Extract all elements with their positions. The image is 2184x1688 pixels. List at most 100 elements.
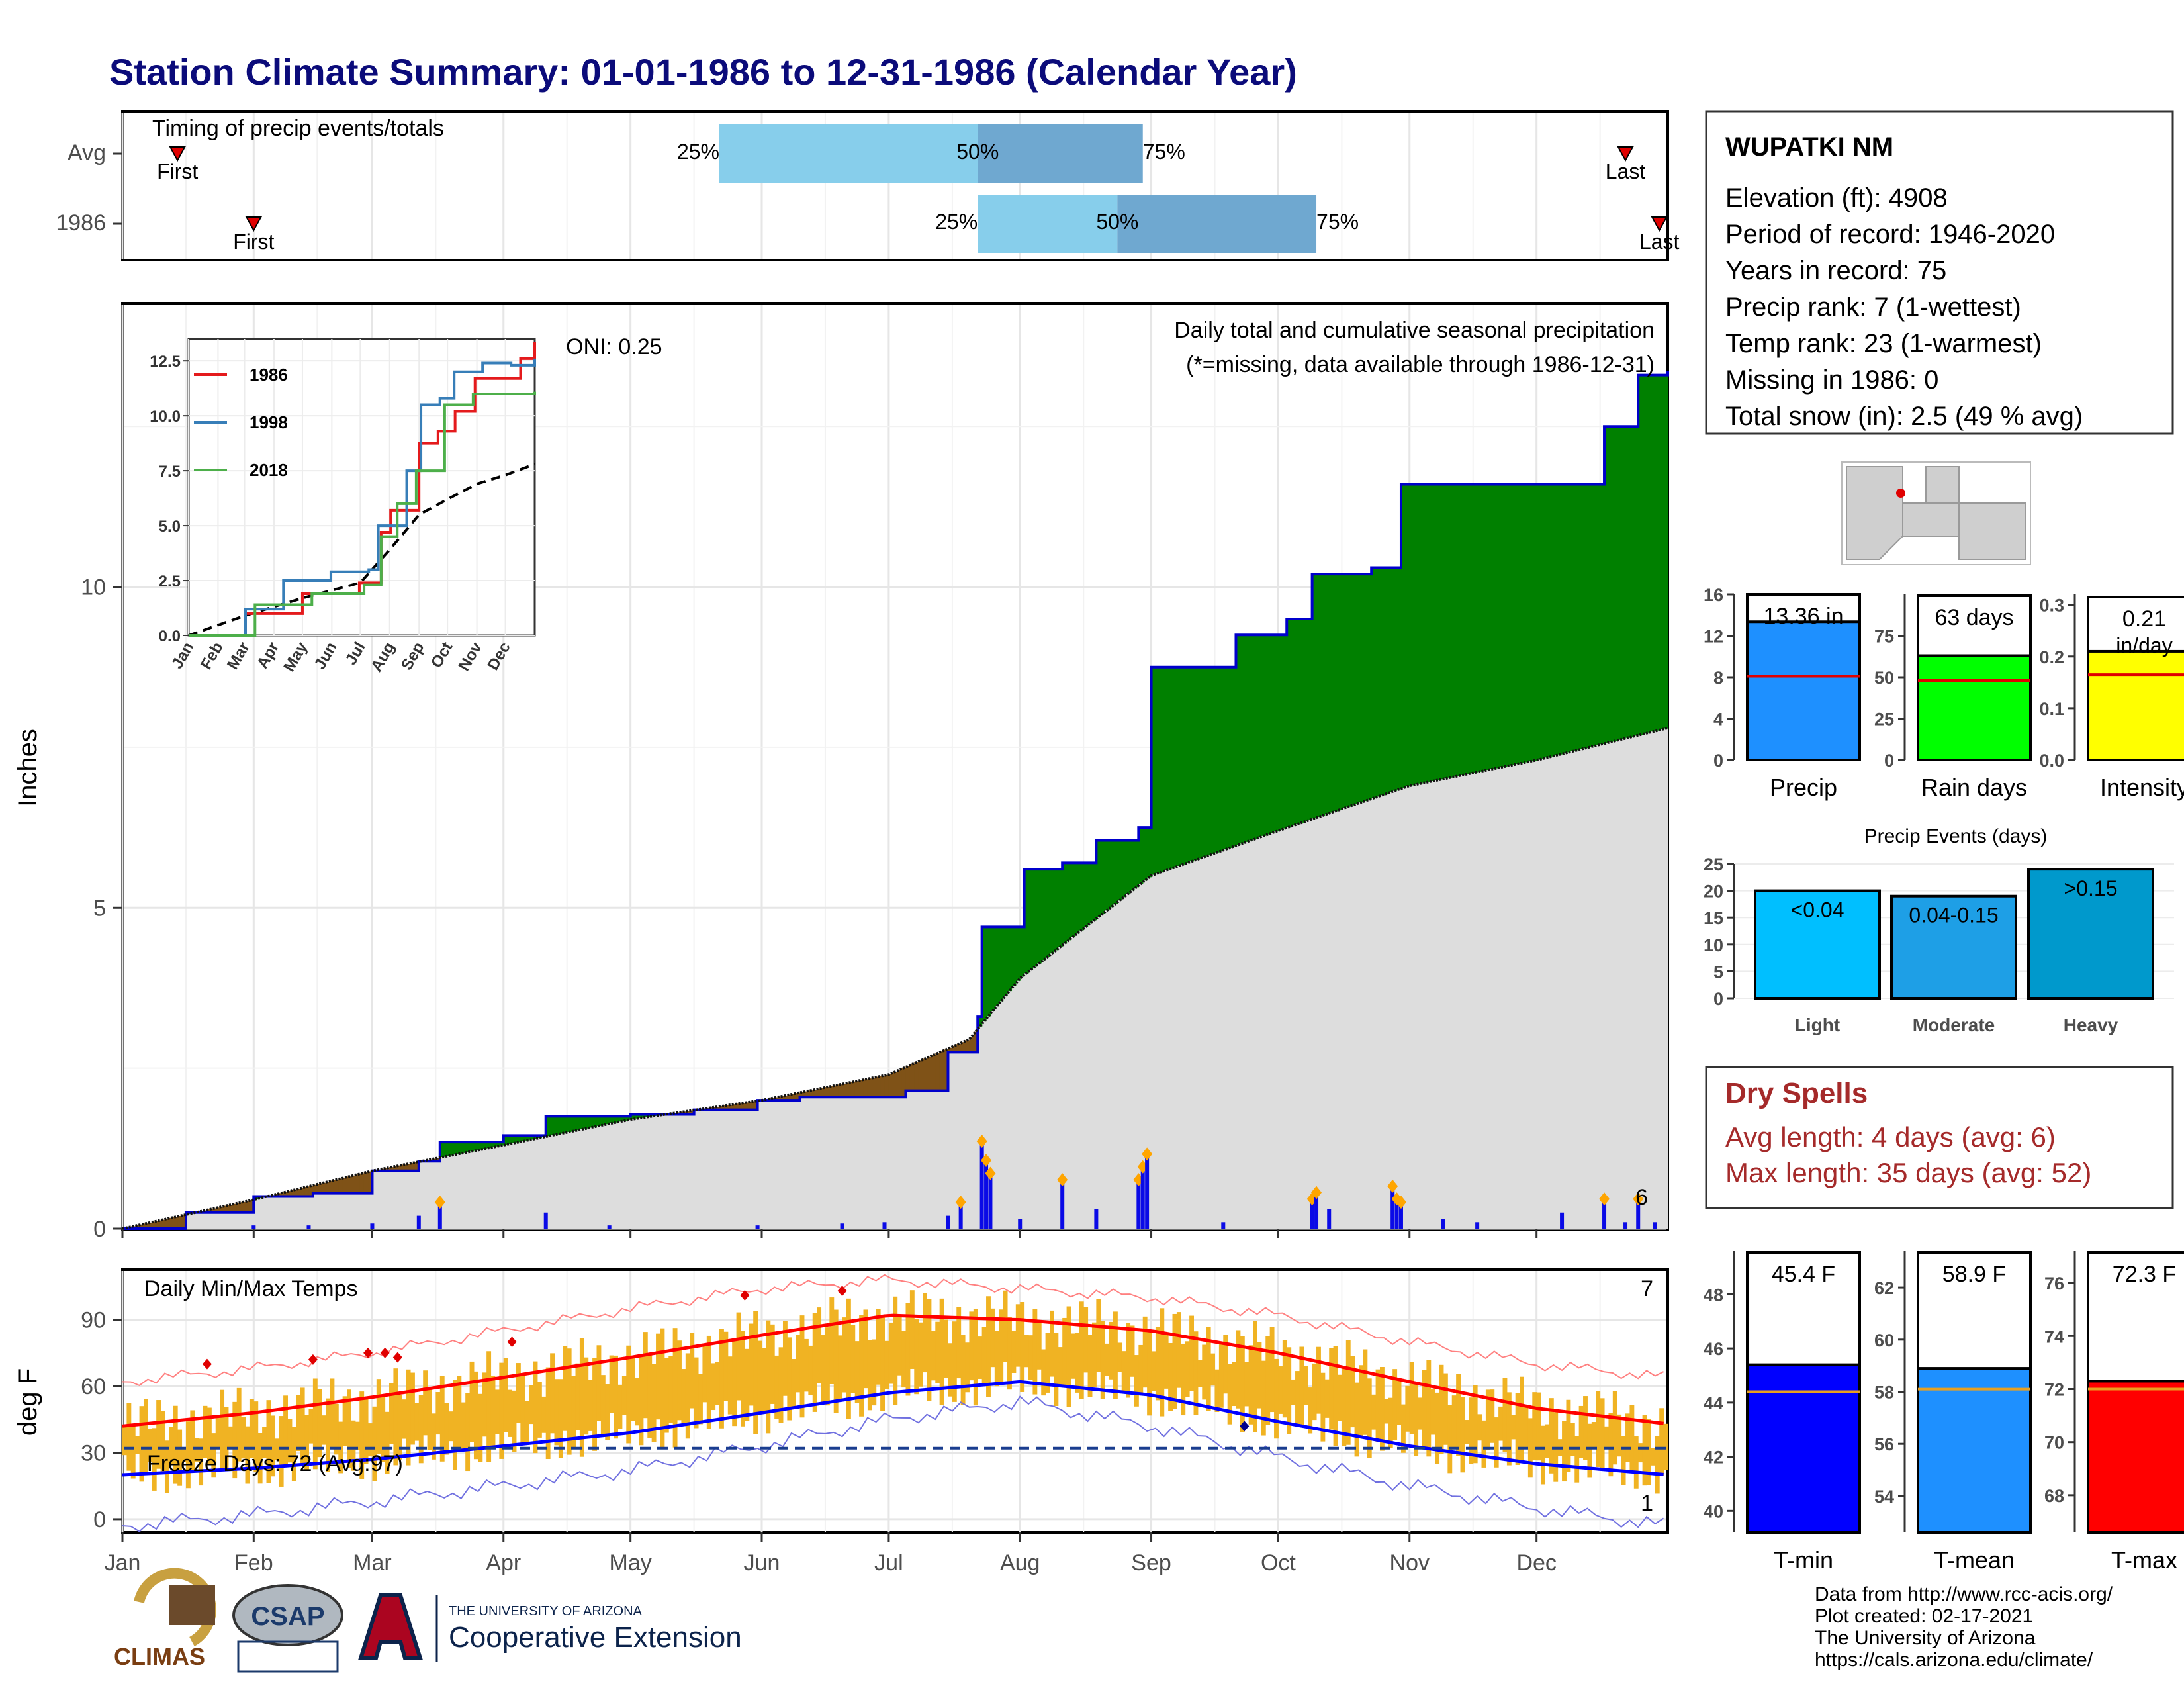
csap-logo-text: CSAP (251, 1602, 324, 1631)
cumulative-diff-day-200 (969, 1037, 974, 1053)
events-bar-heavy (2027, 868, 2154, 1000)
temp-summary-2-ytick-label-0: 68 (2044, 1486, 2064, 1506)
cumulative-diff-day-107 (575, 1116, 580, 1131)
summary-2-value-bar (2087, 649, 2184, 761)
cumulative-diff-day-157 (787, 1094, 792, 1101)
cumulative-diff-day-87 (490, 1142, 496, 1148)
cumulative-diff-day-253 (1193, 667, 1199, 861)
temp-day-bar-232 (1105, 1343, 1110, 1376)
cumulative-diff-day-48 (326, 1182, 331, 1194)
summary-0-value-label: 13.36 in (1764, 604, 1844, 629)
temp-day-bar-3 (135, 1436, 140, 1454)
events-title: Precip Events (days) (1864, 825, 2048, 847)
temp-day-bar-17 (194, 1438, 199, 1462)
temp-day-bar-293 (1363, 1349, 1368, 1435)
temp-day-bar-248 (1172, 1313, 1177, 1409)
temp-count-max: 7 (1641, 1276, 1653, 1301)
events-ytick-label-0: 0 (1713, 989, 1723, 1009)
record-min-line (122, 1395, 1664, 1532)
daily-precip-bar-13 (1390, 1190, 1395, 1229)
cumulative-diff-day-256 (1206, 667, 1211, 856)
csap-logo: CSAP (232, 1584, 343, 1673)
temp-day-bar-230 (1096, 1299, 1101, 1372)
temp-day-bar-273 (1278, 1366, 1283, 1414)
cumulative-diff-day-123 (643, 1114, 648, 1117)
temp-day-bar-89 (499, 1362, 504, 1459)
temp-day-bar-221 (1058, 1347, 1063, 1387)
cumulative-diff-day-162 (808, 1090, 813, 1098)
cumulative-diff-day-106 (571, 1116, 576, 1131)
temp-day-bar-119 (626, 1345, 631, 1444)
timing-avg-last-label: Last (1606, 160, 1646, 183)
daily-precip-bar-30 (755, 1225, 760, 1229)
daily-precip-bar-24 (306, 1225, 311, 1229)
cumulative-diff-day-212 (1020, 927, 1025, 977)
summary-2-ytick-label-1: 0.1 (2039, 699, 2064, 719)
temp-day-bar-159 (796, 1335, 801, 1393)
temp-day-bar-218 (1045, 1333, 1050, 1393)
cumulative-diff-day-96 (529, 1135, 534, 1140)
cumulative-diff-day-122 (639, 1114, 644, 1118)
temp-day-bar-309 (1430, 1389, 1435, 1435)
temp-day-bar-298 (1384, 1399, 1389, 1424)
cumulative-diff-day-340 (1562, 484, 1567, 754)
temp-day-bar-174 (859, 1315, 864, 1417)
temp-day-bar-168 (833, 1309, 839, 1413)
cumulative-diff-day-74 (435, 1158, 441, 1162)
temp-day-bar-325 (1498, 1406, 1504, 1441)
record-high-marker-6 (740, 1289, 750, 1301)
cumulative-diff-day-82 (469, 1142, 475, 1152)
dry-spells-title: Dry Spells (1725, 1077, 1868, 1109)
temp-summary-2-ytick-label-2: 72 (2044, 1380, 2064, 1399)
csap-base (237, 1640, 339, 1673)
timing-avg-first-marker (169, 146, 186, 162)
record-high-marker-7 (837, 1286, 847, 1297)
summary-0-ytick-label-3: 12 (1704, 627, 1723, 647)
temp-day-bar-306 (1418, 1397, 1423, 1430)
temp-day-bar-252 (1189, 1315, 1195, 1391)
cumulative-diff-day-186 (909, 1064, 915, 1091)
cumulative-diff-day-347 (1591, 484, 1596, 747)
temp-day-bar-342 (1570, 1423, 1575, 1456)
temp-ylabel: deg F (13, 1368, 42, 1436)
cumulative-diff-day-264 (1240, 635, 1245, 844)
cumulative-diff-day-362 (1655, 375, 1660, 731)
cumulative-diff-day-67 (406, 1164, 411, 1171)
temp-day-bar-82 (469, 1361, 475, 1442)
temp-day-bar-353 (1617, 1414, 1622, 1457)
temp-day-bar-351 (1608, 1413, 1614, 1477)
summary-2-value-label: 0.21 (2122, 606, 2166, 632)
temp-day-bar-170 (842, 1317, 847, 1393)
cumulative-diff-day-295 (1371, 567, 1377, 798)
daily-precip-top-marker-1 (981, 1154, 992, 1168)
temp-day-bar-96 (529, 1385, 534, 1425)
temp-day-bar-277 (1295, 1371, 1300, 1425)
temp-day-bar-190 (927, 1299, 932, 1401)
temp-day-bar-187 (914, 1318, 919, 1395)
timing-1986-first-label: First (233, 230, 274, 254)
temp-day-bar-2 (130, 1425, 136, 1479)
cumulative-diff-day-237 (1126, 840, 1131, 894)
events-bar-moderate (1890, 894, 2017, 1000)
cumulative-diff-day-221 (1058, 869, 1063, 947)
cumulative-diff-day-105 (567, 1116, 572, 1132)
timing-1986-last-marker (1651, 216, 1668, 232)
temp-day-bar-326 (1502, 1378, 1508, 1452)
cumulative-diff-day-69 (414, 1162, 420, 1171)
temp-day-bar-336 (1545, 1424, 1550, 1458)
temp-day-bar-111 (592, 1358, 597, 1451)
cumulative-diff-day-173 (854, 1081, 860, 1098)
daily-precip-bar-17 (1475, 1222, 1480, 1229)
month-label-jul: Jul (874, 1550, 903, 1575)
temp-day-bar-48 (326, 1398, 330, 1472)
temp-day-bar-21 (211, 1433, 216, 1478)
temp-summary-1-ytick-label-1: 56 (1874, 1434, 1894, 1454)
cumulative-diff-day-261 (1227, 667, 1232, 848)
cumulative-diff-day-268 (1257, 635, 1262, 838)
cumulative-diff-day-47 (321, 1182, 326, 1194)
daily-precip-top-marker-4 (1057, 1173, 1068, 1187)
cumulative-diff-day-205 (990, 927, 995, 1011)
cumulative-diff-day-282 (1316, 574, 1322, 818)
temp-day-bar-304 (1409, 1362, 1414, 1434)
ua-small-text: THE UNIVERSITY OF ARIZONA (449, 1604, 643, 1618)
